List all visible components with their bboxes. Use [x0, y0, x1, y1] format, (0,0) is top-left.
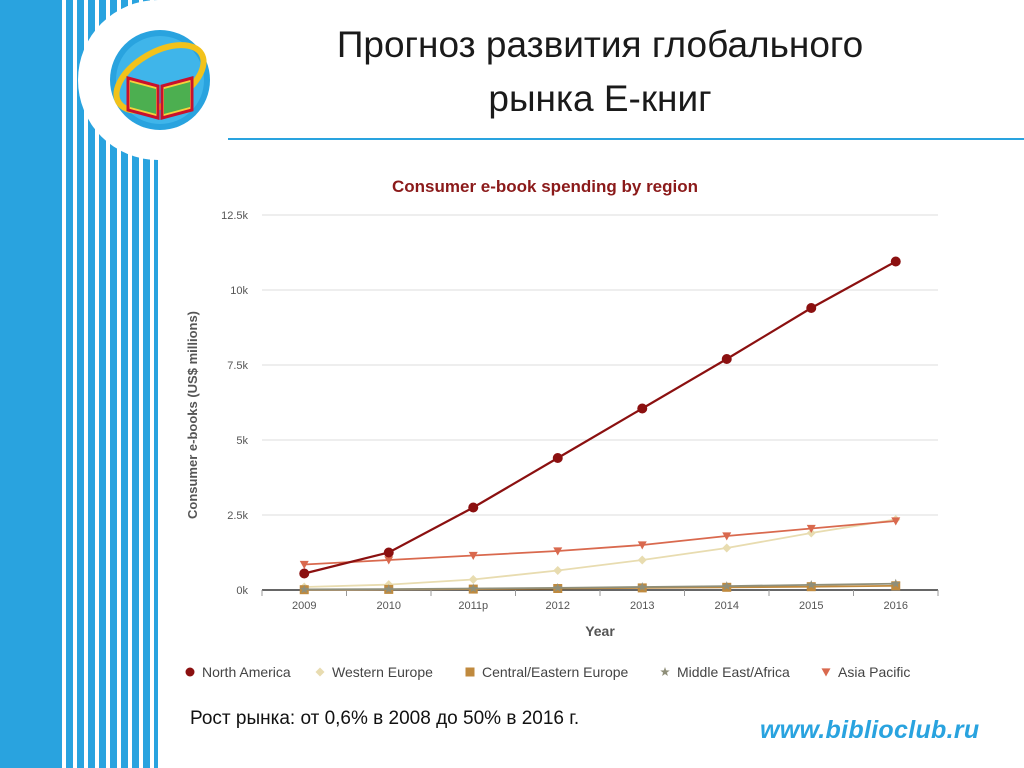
data-point	[637, 541, 647, 550]
x-axis-label: Year	[585, 623, 615, 639]
series-4	[299, 517, 901, 569]
y-tick-label: 0k	[236, 585, 248, 597]
legend-item: North America	[185, 664, 291, 680]
legend-item: Western Europe	[315, 664, 433, 680]
chart-legend: North America Western Europe Central/Easte…	[185, 664, 910, 680]
y-tick-label: 10k	[230, 285, 248, 297]
data-point	[806, 303, 817, 313]
x-tick-label: 2009	[292, 600, 316, 612]
data-point	[806, 524, 816, 533]
x-tick-label: 2012	[546, 600, 570, 612]
series-3	[299, 578, 901, 594]
data-point	[299, 560, 309, 569]
legend-item: Central/Eastern Europe	[465, 664, 629, 680]
data-point	[891, 581, 901, 591]
data-point	[553, 582, 563, 592]
chart-title: Consumer e-book spending by region	[392, 177, 698, 196]
legend-label: Middle East/Africa	[677, 664, 790, 680]
data-point	[299, 568, 310, 579]
data-point	[468, 551, 478, 560]
data-point	[384, 584, 394, 594]
line-chart: Consumer e-book spending by region 0k 2.5…	[185, 177, 939, 680]
chart-gridlines	[261, 214, 939, 596]
data-point	[722, 543, 732, 553]
data-point	[383, 547, 394, 558]
y-axis-label: Consumer e-books (US$ millions)	[185, 311, 200, 519]
data-point	[468, 583, 478, 593]
series-line	[304, 518, 896, 588]
data-point	[553, 566, 563, 575]
data-point	[315, 667, 325, 677]
data-point	[468, 502, 479, 513]
legend-label: Asia Pacific	[838, 664, 910, 680]
x-tick-label: 2011p	[458, 600, 488, 612]
data-point	[721, 354, 732, 364]
legend-label: Central/Eastern Europe	[482, 664, 629, 680]
data-point	[891, 517, 901, 526]
y-tick-label: 12.5k	[221, 210, 248, 222]
book-globe-logo-icon	[110, 30, 210, 130]
data-point	[299, 584, 309, 594]
series-line	[303, 260, 897, 575]
site-url: www.biblioclub.ru	[760, 716, 980, 744]
data-point	[384, 556, 394, 565]
data-point	[722, 581, 732, 591]
chart-series	[299, 256, 901, 595]
data-point	[806, 579, 816, 589]
x-tick-label: 2015	[799, 600, 823, 612]
data-point	[637, 555, 647, 565]
data-point	[465, 667, 475, 677]
legend-item: Middle East/Africa	[660, 664, 790, 680]
y-tick-label: 2.5k	[227, 510, 248, 522]
series-line	[304, 582, 896, 591]
x-tick-label: 2013	[630, 600, 654, 612]
legend-label: North America	[202, 664, 291, 680]
data-point	[185, 667, 195, 677]
data-point	[637, 403, 648, 414]
data-point	[890, 256, 901, 267]
slide-title: Прогноз развития глобального рынка Е-кни…	[336, 24, 864, 119]
series-0	[299, 256, 901, 579]
data-point	[722, 532, 732, 541]
series-line	[304, 520, 896, 566]
data-point	[660, 667, 670, 677]
x-axis-ticks: 2009 2010 2011p 2012 2013 2014 2015 2016	[292, 600, 908, 612]
data-point	[637, 582, 647, 592]
legend-item: Asia Pacific	[821, 664, 910, 680]
x-tick-label: 2010	[377, 600, 401, 612]
data-point	[553, 547, 563, 556]
y-tick-label: 5k	[236, 435, 248, 447]
data-point	[552, 453, 563, 463]
legend-label: Western Europe	[332, 664, 433, 680]
decorative-band	[0, 0, 58, 768]
data-point	[821, 668, 831, 677]
x-tick-label: 2014	[715, 600, 739, 612]
title-divider	[228, 138, 1024, 140]
y-axis-ticks: 0k 2.5k 5k 7.5k 10k 12.5k	[221, 210, 248, 597]
market-growth-caption: Рост рынка: от 0,6% в 2008 до 50% в 2016…	[190, 708, 580, 729]
x-tick-label: 2016	[884, 600, 908, 612]
data-point	[891, 578, 901, 588]
y-tick-label: 7.5k	[227, 360, 248, 372]
data-point	[468, 575, 478, 584]
